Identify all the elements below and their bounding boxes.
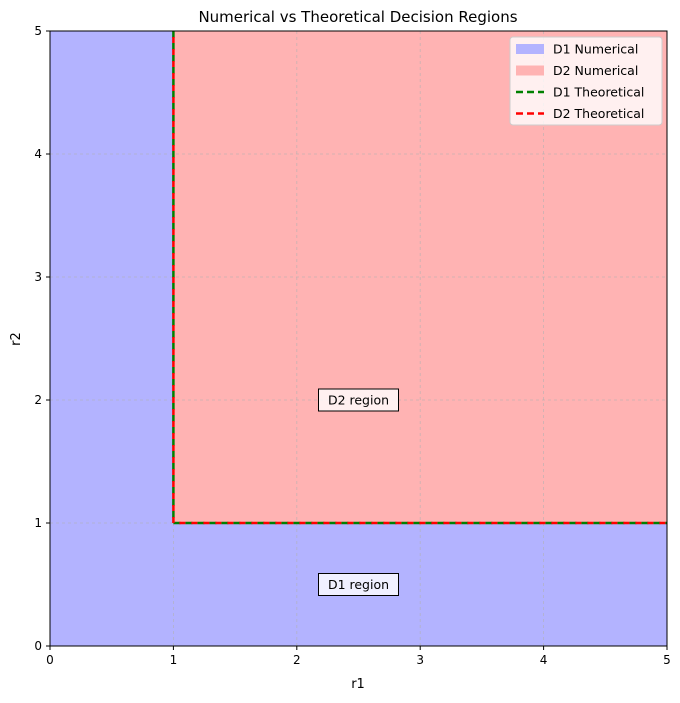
legend: D1 Numerical D2 Numerical D1 Theoretical D2… [509,36,663,126]
x-tick-label: 5 [663,653,671,667]
chart-title: Numerical vs Theoretical Decision Region… [198,8,517,26]
y-axis-ticks: 0 1 2 3 4 5 [34,24,50,653]
y-axis-label: r2 [9,332,24,346]
x-tick-label: 0 [46,653,54,667]
legend-swatch [516,65,544,76]
annotation-label: D1 region [328,577,389,592]
legend-label: D2 Numerical [553,63,638,78]
y-tick-label: 3 [34,270,42,284]
legend-label: D2 Theoretical [553,106,644,121]
annotation-box [318,388,399,412]
x-tick-label: 2 [293,653,301,667]
region-annotations: D2 region D1 region [318,388,399,596]
y-tick-label: 0 [34,639,42,653]
legend-label: D1 Theoretical [553,85,644,100]
y-tick-label: 4 [34,147,42,161]
series-line-d2-theoretical [172,31,667,525]
x-axis-label: r1 [351,677,365,692]
x-tick-label: 1 [170,653,178,667]
theoretical-boundaries [172,31,667,525]
annotation-label: D2 region [328,393,389,408]
y-tick-label: 5 [34,24,42,38]
x-tick-label: 3 [416,653,424,667]
x-tick-label: 4 [540,653,548,667]
annotation-box [318,573,399,596]
legend-label: D1 Numerical [553,42,638,57]
legend-swatch [516,44,544,54]
y-tick-label: 2 [34,393,42,407]
x-axis-ticks: 0 1 2 3 4 5 [46,646,671,667]
legend-box [509,36,663,126]
plot-frame [49,30,668,647]
y-tick-label: 1 [34,516,42,530]
